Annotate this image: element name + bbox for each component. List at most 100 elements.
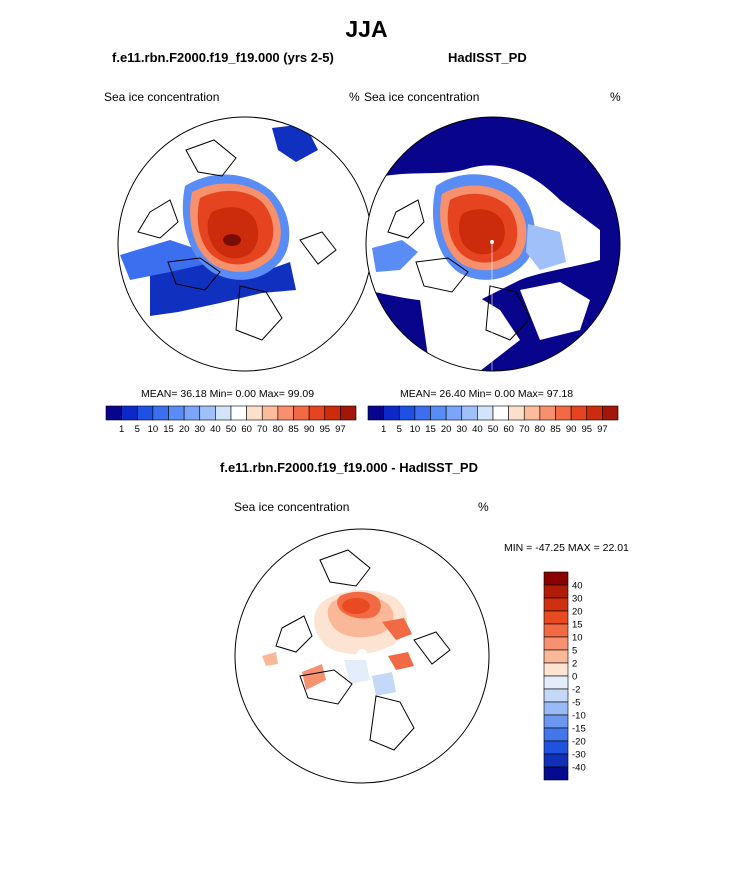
right-colorbar-tick-label-11: 85 — [550, 424, 561, 435]
left-colorbar-tick-label-13: 95 — [319, 424, 330, 435]
figure-title: JJA — [345, 16, 388, 42]
difference-colorbar-swatch-6 — [543, 649, 569, 664]
left-colorbar-swatch-10 — [261, 405, 279, 421]
right-colorbar-swatch-10 — [523, 405, 541, 421]
right-colorbar-swatch-2 — [398, 405, 416, 421]
left-colorbar-swatch-0 — [105, 405, 122, 421]
difference-colorbar-tick-label-2: 20 — [572, 607, 583, 618]
left-colorbar-tick-label-3: 15 — [163, 424, 174, 435]
difference-colorbar-swatch-12 — [543, 727, 569, 742]
difference-colorbar-swatch-2 — [543, 597, 569, 612]
left-colorbar-tick-label-1: 5 — [135, 424, 140, 435]
left-colorbar-swatch-14 — [324, 405, 341, 421]
difference-colorbar-tick-label-10: -10 — [572, 711, 586, 722]
right-panel-case-title: HadISST_PD — [448, 50, 527, 65]
difference-colorbar-tick-label-1: 30 — [572, 594, 583, 605]
difference-colorbar-tick-label-14: -40 — [572, 763, 586, 774]
right-colorbar-swatch-9 — [508, 405, 525, 421]
left-colorbar-swatch-5 — [183, 405, 201, 421]
left-panel-variable: Sea ice concentration — [104, 90, 220, 104]
difference-colorbar-tick-label-11: -15 — [572, 724, 586, 735]
left-colorbar-swatch-9 — [246, 405, 263, 421]
left-colorbar-tick-label-0: 1 — [119, 424, 124, 435]
difference-panel-variable: Sea ice concentration — [234, 500, 350, 514]
right-colorbar-tick-label-14: 97 — [597, 424, 608, 435]
right-panel-stats: MEAN= 26.40 Min= 0.00 Max= 97.18 — [400, 388, 574, 400]
right-colorbar-swatch-13 — [570, 405, 588, 421]
difference-colorbar-swatch-4 — [543, 623, 569, 638]
left-colorbar-swatch-13 — [308, 405, 326, 421]
difference-panel-units: % — [478, 500, 489, 514]
difference-colorbar-tick-label-3: 15 — [572, 620, 583, 631]
left-colorbar-swatch-1 — [121, 405, 138, 421]
right-panel-variable: Sea ice concentration — [364, 90, 480, 104]
right-colorbar-swatch-15 — [602, 405, 619, 421]
right-colorbar-swatch-3 — [414, 405, 431, 421]
right-colorbar-tick-label-5: 30 — [456, 424, 467, 435]
right-colorbar-tick-label-9: 70 — [519, 424, 530, 435]
right-colorbar-tick-label-8: 60 — [503, 424, 514, 435]
right-colorbar-tick-label-4: 20 — [441, 424, 452, 435]
left-panel-units: % — [349, 90, 360, 104]
left-colorbar: 1 5 10 15 20 30 40 50 60 70 80 85 90 95 97 — [105, 405, 357, 435]
right-colorbar-tick-label-13: 95 — [581, 424, 592, 435]
right-colorbar-swatch-4 — [430, 405, 447, 421]
difference-colorbar-tick-label-7: 0 — [572, 672, 577, 683]
difference-colorbar-swatch-3 — [543, 610, 569, 625]
right-colorbar-swatch-0 — [367, 405, 384, 421]
difference-colorbar-tick-label-4: 10 — [572, 633, 583, 644]
left-map-field — [118, 117, 372, 371]
right-colorbar-tick-label-6: 40 — [472, 424, 483, 435]
right-colorbar-swatch-7 — [477, 405, 494, 421]
right-colorbar-swatch-6 — [461, 405, 478, 421]
right-colorbar-tick-label-1: 5 — [397, 424, 402, 435]
left-colorbar-tick-label-4: 20 — [179, 424, 190, 435]
right-colorbar-tick-label-7: 50 — [488, 424, 499, 435]
difference-colorbar-swatch-5 — [543, 636, 569, 651]
right-colorbar-swatch-11 — [539, 405, 556, 421]
left-colorbar-tick-label-11: 85 — [288, 424, 299, 435]
difference-map-field — [235, 529, 489, 783]
difference-colorbar-tick-label-5: 5 — [572, 646, 577, 657]
left-colorbar-tick-label-12: 90 — [304, 424, 315, 435]
left-colorbar-swatch-3 — [152, 405, 169, 421]
right-colorbar-swatch-5 — [445, 405, 463, 421]
right-colorbar-tick-label-12: 90 — [566, 424, 577, 435]
left-panel-stats: MEAN= 36.18 Min= 0.00 Max= 99.09 — [141, 388, 315, 400]
left-colorbar-tick-label-7: 50 — [226, 424, 237, 435]
difference-panel-title: f.e11.rbn.F2000.f19_f19.000 - HadISST_PD — [220, 460, 478, 475]
right-map-field — [366, 117, 620, 371]
left-colorbar-tick-label-14: 97 — [335, 424, 346, 435]
left-colorbar-swatch-12 — [293, 405, 310, 421]
right-colorbar-swatch-8 — [492, 405, 509, 421]
difference-colorbar-swatch-13 — [543, 740, 569, 755]
left-colorbar-swatch-7 — [215, 405, 232, 421]
right-colorbar-tick-label-3: 15 — [425, 424, 436, 435]
difference-colorbar-tick-label-6: 2 — [572, 659, 577, 670]
left-panel-case-title: f.e11.rbn.F2000.f19_f19.000 (yrs 2-5) — [112, 50, 334, 65]
left-colorbar-swatch-8 — [230, 405, 247, 421]
difference-colorbar-tick-label-0: 40 — [572, 581, 583, 592]
left-colorbar-swatch-15 — [340, 405, 357, 421]
difference-colorbar-swatch-7 — [543, 662, 569, 677]
right-colorbar-tick-label-10: 80 — [535, 424, 546, 435]
right-colorbar-tick-label-2: 10 — [410, 424, 421, 435]
left-colorbar-swatch-4 — [168, 405, 185, 421]
difference-colorbar-tick-label-9: -5 — [572, 698, 580, 709]
difference-colorbar-swatch-0 — [543, 571, 569, 586]
difference-colorbar-swatch-15 — [543, 766, 569, 781]
left-colorbar-swatch-6 — [199, 405, 216, 421]
right-colorbar-tick-label-0: 1 — [381, 424, 386, 435]
left-colorbar-tick-label-9: 70 — [257, 424, 268, 435]
difference-colorbar-tick-label-13: -30 — [572, 750, 586, 761]
left-colorbar-tick-label-8: 60 — [241, 424, 252, 435]
difference-colorbar-swatch-9 — [543, 688, 569, 703]
difference-minmax: MIN = -47.25 MAX = 22.01 — [504, 542, 629, 554]
difference-colorbar-swatch-8 — [543, 675, 569, 690]
left-colorbar-tick-label-2: 10 — [148, 424, 159, 435]
difference-colorbar-tick-label-12: -20 — [572, 737, 586, 748]
right-colorbar-swatch-12 — [555, 405, 572, 421]
right-colorbar: 1 5 10 15 20 30 40 50 60 70 80 85 90 95 97 — [367, 405, 619, 435]
right-panel-units: % — [610, 90, 621, 104]
